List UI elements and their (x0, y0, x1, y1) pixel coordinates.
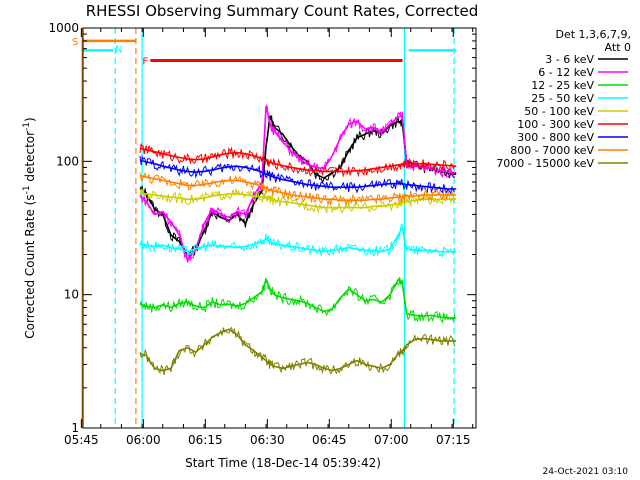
x-tick-label: 06:00 (126, 433, 161, 447)
legend-label: 100 - 300 keV (517, 118, 594, 131)
legend-label: 300 - 800 keV (517, 131, 594, 144)
series-noise-5 (139, 143, 456, 178)
legend-label: 800 - 7000 keV (510, 144, 594, 157)
series-noise-3 (139, 223, 456, 259)
legend-label: 3 - 6 keV (545, 53, 594, 66)
legend-label: 7000 - 15000 keV (496, 157, 594, 170)
marker-label-S: S (72, 37, 78, 48)
legend-label: 12 - 25 keV (531, 79, 594, 92)
y-axis-label: Corrected Count Rate (s-1 detector-1) (22, 117, 37, 338)
series-noise-7 (139, 171, 456, 206)
series-line-2 (139, 277, 457, 319)
y-tick-label: 100 (56, 154, 79, 168)
legend-header-2: Att 0 (605, 41, 631, 54)
legend-label: 50 - 100 keV (524, 105, 594, 118)
series-line-3 (139, 224, 457, 253)
plot-frame (82, 27, 477, 429)
series-noise-1 (139, 103, 456, 263)
chart-title: RHESSI Observing Summary Count Rates, Co… (86, 2, 479, 20)
legend-label: 6 - 12 keV (538, 66, 594, 79)
marker-label-N: N (115, 44, 122, 55)
x-tick-label: 06:15 (188, 433, 223, 447)
x-tick-label: 06:30 (250, 433, 285, 447)
observing-markers: S N F (72, 28, 457, 428)
series-layer (139, 103, 457, 376)
y-tick-label: 1000 (48, 21, 79, 35)
y-tick-label: 1 (71, 421, 79, 435)
series-noise-4 (139, 187, 456, 214)
y-tick-label: 10 (64, 288, 79, 302)
x-tick-label: 07:00 (374, 433, 409, 447)
footer-date: 24-Oct-2021 03:10 (543, 467, 629, 477)
x-axis-label: Start Time (18-Dec-14 05:39:42) (185, 456, 381, 470)
marker-label-F: F (142, 57, 148, 68)
x-tick-label: 06:45 (312, 433, 347, 447)
series-noise-8 (139, 326, 456, 376)
series-noise-6 (139, 155, 455, 195)
x-tick-label: 07:15 (436, 433, 471, 447)
legend-header-1: Det 1,3,6,7,9, (555, 28, 631, 41)
legend-label: 25 - 50 keV (531, 92, 594, 105)
x-tick-label: 05:45 (64, 433, 99, 447)
series-noise-2 (139, 276, 456, 324)
x-axis-ticks: 05:45 06:00 06:15 06:30 06:45 07:00 07:15 (64, 28, 474, 447)
y-axis-ticks: 1 10 100 1000 (48, 21, 476, 435)
